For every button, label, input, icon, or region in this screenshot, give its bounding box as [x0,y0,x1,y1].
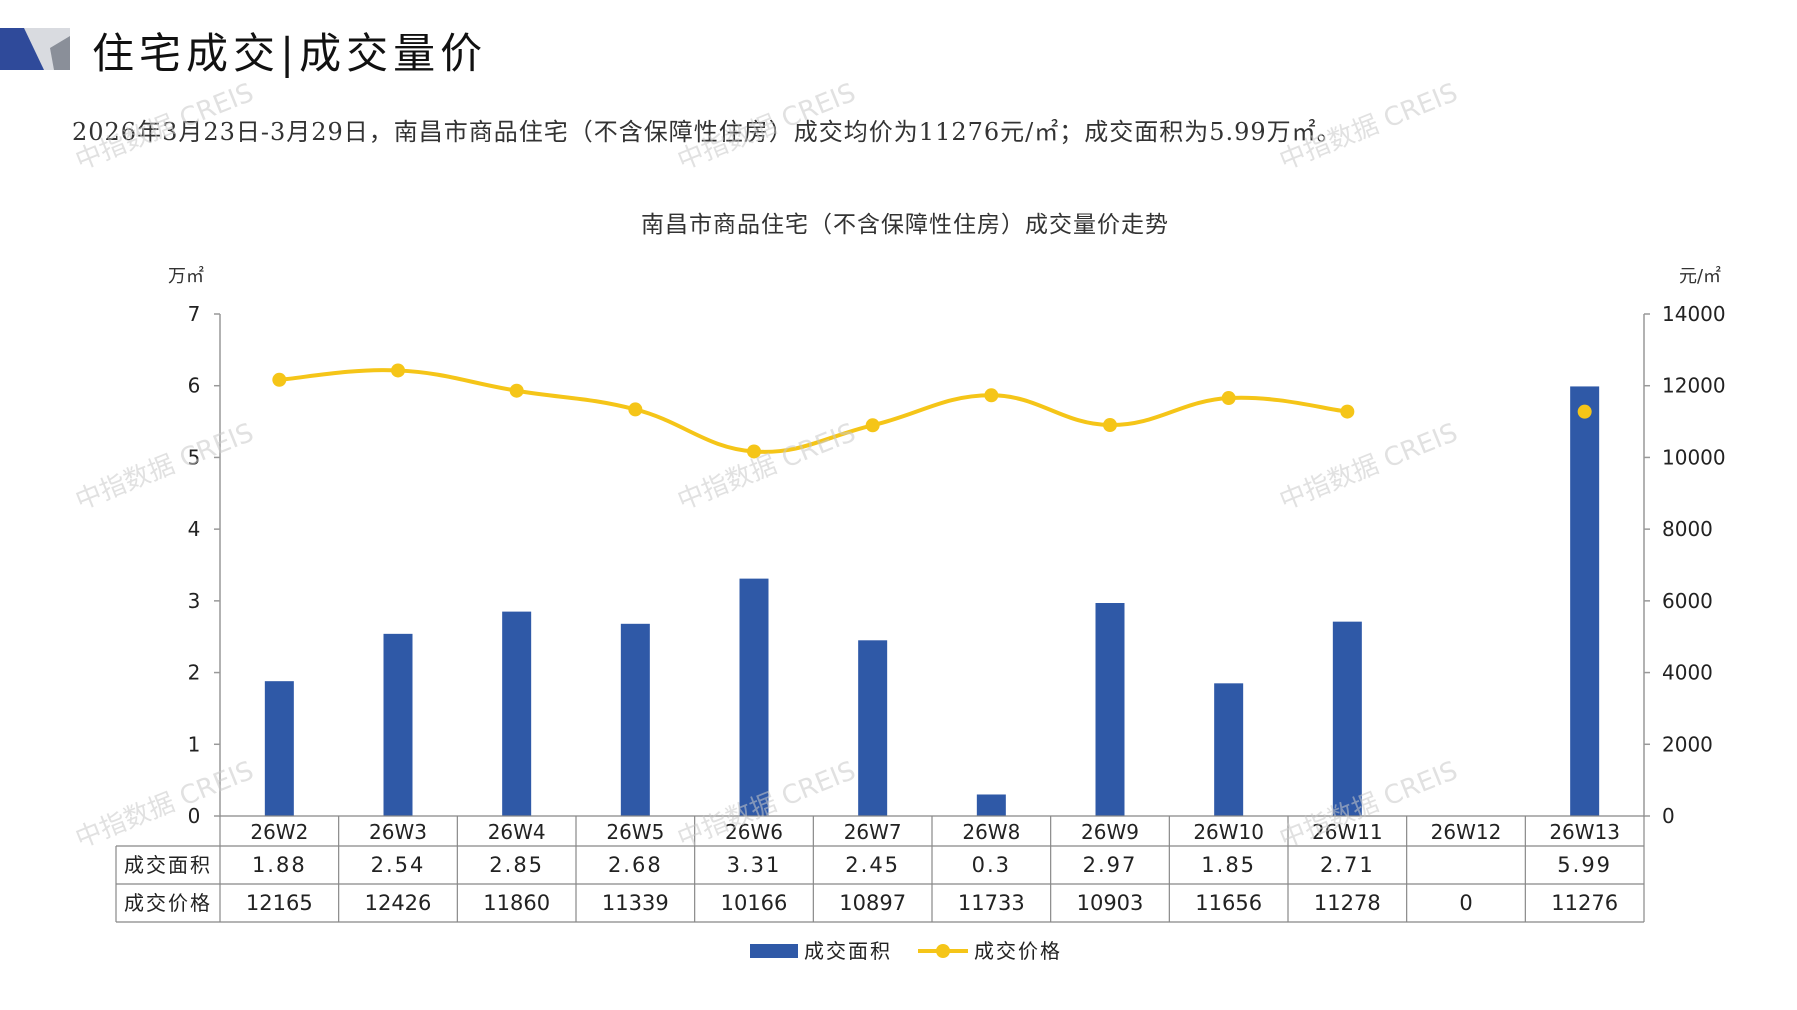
price-point [1340,404,1355,419]
bar-area [383,633,413,816]
y-right-tick-label: 8000 [1662,517,1713,541]
x-tick-label: 26W6 [725,820,783,844]
y-right-unit: 元/㎡ [1679,265,1721,287]
bar-area [1095,603,1125,816]
price-point [865,418,880,433]
price-point [747,444,761,459]
table-cell-area: 1.88 [252,853,307,877]
table-cell-area: 2.54 [371,853,426,877]
table-cell-area: 2.71 [1320,853,1375,877]
table-cell-area: 1.85 [1201,853,1256,877]
price-point [1221,391,1236,406]
price-point [984,388,999,403]
table-cell-price: 11276 [1551,891,1618,915]
table-cell-price: 0 [1459,891,1472,915]
price-point [509,383,524,398]
table-cell-area: 2.85 [489,853,544,877]
table-cell-area: 2.97 [1083,853,1138,877]
watermark-text: 中指数据 CREIS [673,418,860,517]
y-right-tick-label: 10000 [1662,445,1726,469]
table-cell-price: 10166 [721,891,788,915]
summary-text: 2026年3月23日-3月29日，南昌市商品住宅（不含保障性住房）成交均价为11… [72,118,1342,146]
y-left-tick-label: 1 [188,732,201,756]
table-cell-area: 5.99 [1557,853,1612,877]
table-row-header-price: 成交价格 [124,891,212,915]
price-point [628,402,643,417]
table-cell-price: 10897 [839,891,906,915]
watermark-text: 中指数据 CREIS [71,756,258,855]
chart-title: 南昌市商品住宅（不含保障性住房）成交量价走势 [641,212,1169,238]
bar-area [976,794,1006,816]
y-left-tick-label: 7 [188,302,201,326]
table-cell-price: 10903 [1077,891,1144,915]
y-right-tick-label: 6000 [1662,589,1713,613]
x-tick-label: 26W7 [844,820,902,844]
x-tick-label: 26W11 [1312,820,1383,844]
page-title: 住宅成交|成交量价 [92,29,488,78]
y-right-tick-label: 12000 [1662,374,1726,398]
table-cell-price: 12165 [246,891,313,915]
price-line [279,368,1348,454]
watermark-text: 中指数据 CREIS [673,78,860,177]
table-row-header-area: 成交面积 [124,853,212,877]
table-cell-area: 3.31 [727,853,782,877]
table-cell-price: 11733 [958,891,1025,915]
y-left-tick-label: 4 [188,517,201,541]
price-point [391,363,405,378]
legend-label-price: 成交价格 [974,939,1062,963]
y-left-tick-label: 6 [188,374,201,398]
bar-area [1570,386,1600,816]
table-cell-area: 2.45 [845,853,900,877]
watermark-text: 中指数据 CREIS [71,78,258,177]
y-left-tick-label: 3 [188,589,201,613]
x-tick-label: 26W5 [606,820,664,844]
bar-area [739,578,769,816]
y-left-tick-label: 2 [188,661,201,685]
legend-swatch-area [750,944,798,958]
price-point [1577,404,1592,419]
bar-area [620,623,650,816]
y-right-tick-label: 0 [1662,804,1675,828]
x-tick-label: 26W2 [250,820,308,844]
bar-area [1332,621,1362,816]
y-left-tick-label: 0 [188,804,201,828]
legend-swatch-price-dot [936,944,950,958]
bar-area [1214,683,1244,816]
x-tick-label: 26W3 [369,820,427,844]
table-cell-area: 2.68 [608,853,663,877]
table-cell-price: 11278 [1314,891,1381,915]
y-right-tick-label: 14000 [1662,302,1726,326]
watermark-text: 中指数据 CREIS [1275,418,1462,517]
legend-label-area: 成交面积 [804,939,892,963]
table-cell-price: 12426 [365,891,432,915]
x-tick-label: 26W12 [1431,820,1502,844]
price-point [272,372,287,387]
bar-area [264,681,294,816]
x-tick-label: 26W13 [1549,820,1620,844]
table-cell-price: 11656 [1195,891,1262,915]
header-accent-icon [0,28,70,70]
table-cell-area: 0.3 [972,853,1011,877]
y-left-unit: 万㎡ [168,265,204,287]
x-tick-label: 26W10 [1193,820,1264,844]
y-left-tick-label: 5 [188,445,201,469]
y-right-tick-label: 2000 [1662,732,1713,756]
bar-area [858,640,888,816]
price-point [1103,418,1117,433]
watermark-text: 中指数据 CREIS [1275,78,1462,177]
x-tick-label: 26W4 [488,820,546,844]
table-cell-price: 11860 [483,891,550,915]
table-cell-price: 11339 [602,891,669,915]
y-right-tick-label: 4000 [1662,661,1713,685]
x-tick-label: 26W9 [1081,820,1139,844]
bar-area [502,611,532,816]
watermark-text: 中指数据 CREIS [71,418,258,517]
x-tick-label: 26W8 [962,820,1020,844]
